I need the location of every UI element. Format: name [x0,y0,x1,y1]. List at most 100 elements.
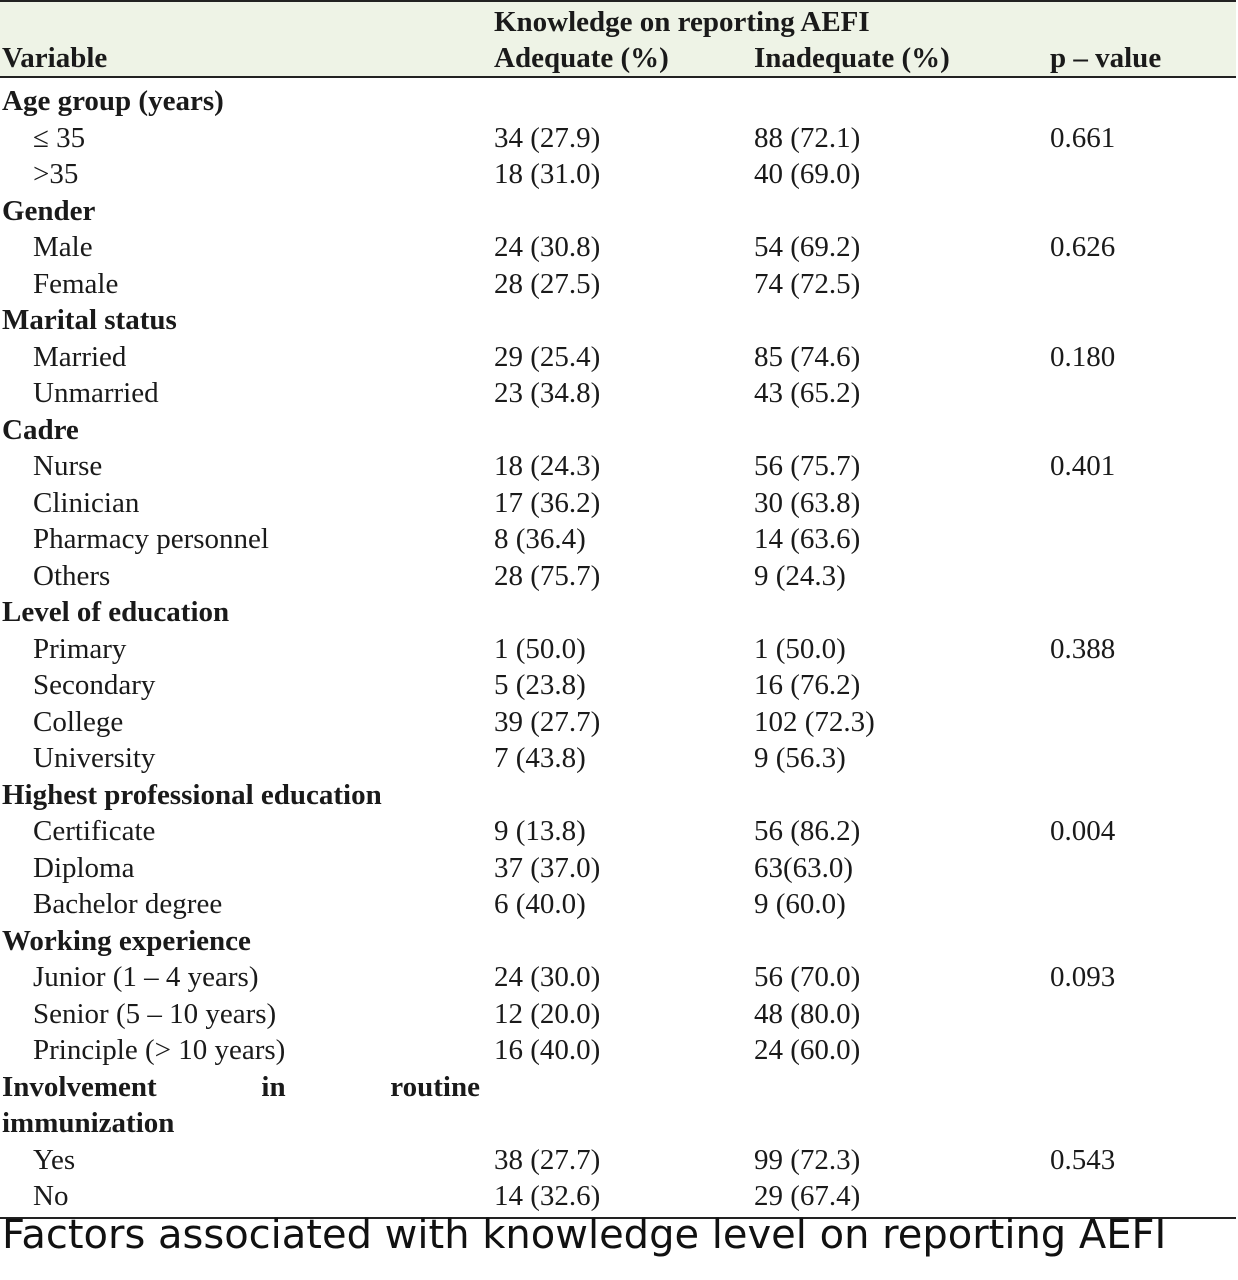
cell-inadequate: 16 (76.2) [754,669,861,701]
cell-adequate: 14 (32.6) [494,1180,601,1212]
cell-inadequate: 9 (24.3) [754,559,846,592]
row-label: University [33,742,156,774]
row-label: Primary [33,632,127,665]
cell-adequate: 12 (20.0) [494,997,601,1030]
row-label: Yes [33,1143,76,1176]
cell-adequate: 29 (25.4) [494,340,601,373]
cell-inadequate: 30 (63.8) [754,486,861,519]
cell-inadequate: 56 (86.2) [754,815,861,847]
bottom-rule [0,1216,1236,1219]
cell-inadequate: 74 (72.5) [754,267,861,300]
table-row: Primary 1 (50.0) 1 (50.0) 0.388 [0,631,1236,668]
table-row: Others 28 (75.7) 9 (24.3) [0,558,1236,595]
group-row: Cadre [0,412,1236,449]
table-row: Senior (5 – 10 years) 12 (20.0) 48 (80.0) [0,996,1236,1033]
cell-p-value: 0.401 [1050,450,1116,482]
row-label: Junior (1 – 4 years) [33,961,259,993]
group-label: immunization [2,1107,175,1139]
row-label: Female [33,267,119,300]
cell-adequate: 6 (40.0) [494,888,586,920]
cell-adequate: 34 (27.9) [494,121,601,154]
group-label: Marital status [2,304,177,336]
group-row: Age group (years) [0,83,1236,120]
table-row: College 39 (27.7) 102 (72.3) [0,704,1236,741]
table-caption: Factors associated with knowledge level … [2,1212,1167,1258]
cell-adequate: 17 (36.2) [494,486,601,519]
cell-inadequate: 43 (65.2) [754,377,861,409]
cell-adequate: 28 (75.7) [494,559,601,592]
table-row: Unmarried 23 (34.8) 43 (65.2) [0,375,1236,412]
cell-p-value: 0.543 [1050,1143,1116,1176]
table-row: Diploma 37 (37.0) 63(63.0) [0,850,1236,887]
cell-inadequate: 1 (50.0) [754,632,846,665]
cell-p-value: 0.661 [1050,121,1116,154]
row-label: Unmarried [33,377,159,409]
header-adequate: Adequate (%) [494,42,669,74]
group-label: Highest professional education [2,778,382,811]
cell-adequate: 23 (34.8) [494,377,601,409]
table-row: Male 24 (30.8) 54 (69.2) 0.626 [0,229,1236,266]
row-label: Married [33,340,127,373]
header-inadequate: Inadequate (%) [754,42,950,74]
table-row: Yes 38 (27.7) 99 (72.3) 0.543 [0,1142,1236,1179]
results-table: Knowledge on reporting AEFI Variable Ade… [0,0,1236,1219]
row-label: Nurse [33,450,103,482]
row-label: Secondary [33,669,156,701]
table-row: University 7 (43.8) 9 (56.3) [0,740,1236,777]
involvement-word-3: routine [390,1070,480,1103]
cell-inadequate: 85 (74.6) [754,340,861,373]
cell-adequate: 7 (43.8) [494,742,586,774]
row-label: Principle (> 10 years) [33,1034,286,1066]
group-label: Working experience [2,924,251,957]
table-row: >35 18 (31.0) 40 (69.0) [0,156,1236,193]
cell-p-value: 0.626 [1050,231,1116,263]
cell-adequate: 8 (36.4) [494,523,586,555]
table-rows: Age group (years) ≤ 35 34 (27.9) 88 (72.1) 0… [0,83,1236,1069]
cell-adequate: 24 (30.8) [494,231,601,263]
group-row: Marital status [0,302,1236,339]
cell-adequate: 28 (27.5) [494,267,601,300]
row-label: Diploma [33,851,135,884]
cell-inadequate: 56 (70.0) [754,961,861,993]
group-label: Involvement in routine [2,1069,480,1105]
header-variable: Variable [2,42,108,74]
row-label: ≤ 35 [33,121,86,154]
cell-inadequate: 88 (72.1) [754,121,861,154]
cell-adequate: 5 (23.8) [494,669,586,701]
table-row: Pharmacy personnel 8 (36.4) 14 (63.6) [0,521,1236,558]
row-label: Others [33,559,111,592]
cell-inadequate: 29 (67.4) [754,1180,861,1212]
cell-adequate: 24 (30.0) [494,961,601,993]
group-label: Age group (years) [2,85,224,117]
table-row: Bachelor degree 6 (40.0) 9 (60.0) [0,886,1236,923]
group-row: Involvement in routine [0,1069,1236,1106]
table-row: No 14 (32.6) 29 (67.4) [0,1178,1236,1215]
table-row: Principle (> 10 years) 16 (40.0) 24 (60.0) [0,1032,1236,1069]
cell-p-value: 0.180 [1050,340,1116,373]
cell-adequate: 9 (13.8) [494,815,586,847]
cell-inadequate: 56 (75.7) [754,450,861,482]
row-label: Pharmacy personnel [33,523,269,555]
cell-p-value: 0.093 [1050,961,1116,993]
cell-inadequate: 48 (80.0) [754,997,861,1030]
cell-p-value: 0.388 [1050,632,1116,665]
cell-adequate: 37 (37.0) [494,851,601,884]
row-label: Senior (5 – 10 years) [33,997,277,1030]
table-row: Secondary 5 (23.8) 16 (76.2) [0,667,1236,704]
row-label: College [33,705,124,738]
table-body: Age group (years) ≤ 35 34 (27.9) 88 (72.1) 0… [0,78,1236,1219]
cell-inadequate: 102 (72.3) [754,705,875,738]
row-label: >35 [33,158,79,190]
cell-inadequate: 63(63.0) [754,851,854,884]
group-label: Level of education [2,596,230,628]
row-label: Certificate [33,815,156,847]
cell-inadequate: 99 (72.3) [754,1143,861,1176]
cell-inadequate: 14 (63.6) [754,523,861,555]
group-row: immunization [0,1105,1236,1142]
table-row: Junior (1 – 4 years) 24 (30.0) 56 (70.0) 0.… [0,959,1236,996]
header-p-value: p – value [1050,42,1162,74]
cell-inadequate: 40 (69.0) [754,158,861,190]
cell-inadequate: 24 (60.0) [754,1034,861,1066]
row-label: No [33,1180,69,1212]
table-row: Married 29 (25.4) 85 (74.6) 0.180 [0,339,1236,376]
